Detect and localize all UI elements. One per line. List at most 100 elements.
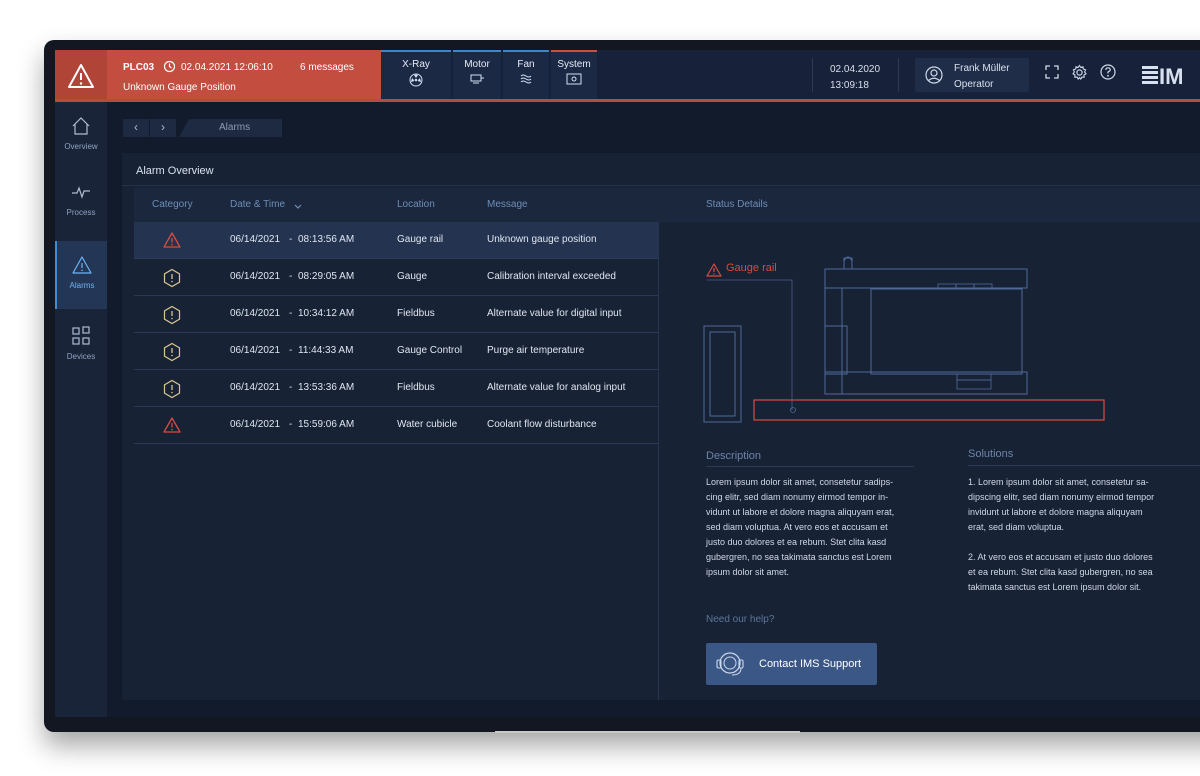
- tab-xray-label: X-Ray: [402, 59, 430, 70]
- contact-support-button[interactable]: Contact IMS Support: [706, 643, 877, 685]
- panel-divider: [658, 222, 659, 700]
- banner-timestamp: 02.04.2021 12:06:10: [181, 62, 273, 73]
- column-header-datetime[interactable]: Date & Time: [230, 199, 286, 210]
- tab-fan[interactable]: Fan: [503, 50, 549, 102]
- fullscreen-icon[interactable]: [1045, 65, 1059, 79]
- alarm-overview-panel: Alarm Overview Category Date & Time Loca…: [122, 153, 1200, 700]
- sidebar-item-label: Alarms: [69, 281, 95, 290]
- row-sep: -: [289, 382, 293, 393]
- banner-warning-box: [55, 50, 107, 102]
- column-header-message[interactable]: Message: [487, 199, 528, 210]
- tab-fan-label: Fan: [517, 59, 535, 70]
- row-message: Calibration interval exceeded: [487, 271, 616, 282]
- row-date: 06/14/2021: [230, 382, 281, 393]
- panel-title: Alarm Overview: [136, 165, 214, 177]
- table-row[interactable]: 06/14/2021 - 11:44:33 AM Gauge Control P…: [134, 333, 658, 370]
- sidebar-item-alarms[interactable]: Alarms: [55, 241, 107, 309]
- row-time: 10:34:12 AM: [298, 308, 355, 319]
- table-row[interactable]: 06/14/2021 - 08:13:56 AM Gauge rail Unkn…: [134, 222, 658, 259]
- warning-hexagon-icon: [163, 268, 181, 288]
- divider: [706, 466, 914, 467]
- system-screen-icon: [551, 73, 597, 89]
- banner-plc-id: PLC03: [123, 62, 155, 73]
- row-sep: -: [289, 271, 293, 282]
- fan-waves-icon: [503, 73, 549, 88]
- table-row[interactable]: 06/14/2021 - 08:29:05 AM Gauge Calibrati…: [134, 259, 658, 296]
- sidebar-item-overview[interactable]: Overview: [55, 102, 107, 168]
- row-time: 08:29:05 AM: [298, 271, 355, 282]
- header-accent-line: [55, 99, 1200, 102]
- pulse-icon: [72, 186, 90, 199]
- sidebar-item-label: Process: [66, 208, 96, 217]
- tab-system-label: System: [557, 59, 591, 70]
- gear-icon[interactable]: [1071, 64, 1088, 81]
- row-location: Gauge rail: [397, 234, 444, 245]
- highlight-location-label: Gauge rail: [726, 262, 777, 274]
- column-header-location[interactable]: Location: [397, 199, 435, 210]
- description-line: vidunt ut labore et dolore magna aliquya…: [706, 507, 895, 517]
- status-details-header: Status Details: [706, 199, 768, 210]
- sort-chevron-down-icon[interactable]: [294, 204, 302, 210]
- row-date: 06/14/2021: [230, 271, 281, 282]
- description-text: Lorem ipsum dolor sit amet, consetetur s…: [706, 475, 926, 580]
- solution-line: erat, sed diam voluptua.: [968, 522, 1065, 532]
- tab-xray[interactable]: X-Ray: [381, 50, 451, 102]
- column-header-category[interactable]: Category: [152, 199, 193, 210]
- motor-icon: [453, 73, 501, 88]
- back-button[interactable]: ‹: [123, 119, 149, 137]
- headset-icon: [716, 652, 744, 676]
- tab-system[interactable]: System: [551, 50, 597, 102]
- forward-button[interactable]: ›: [150, 119, 176, 137]
- help-prompt: Need our help?: [706, 614, 775, 625]
- row-message: Alternate value for digital input: [487, 308, 622, 319]
- row-time: 08:13:56 AM: [298, 234, 355, 245]
- tab-motor[interactable]: Motor: [453, 50, 501, 102]
- alarm-triangle-icon: [706, 263, 722, 277]
- divider: [968, 465, 1200, 466]
- warning-icon: [72, 256, 92, 274]
- row-date: 06/14/2021: [230, 345, 281, 356]
- warning-hexagon-icon: [163, 342, 181, 362]
- sidebar: Overview Process Alarms Devices: [55, 102, 107, 717]
- solutions-text: 1. Lorem ipsum dolor sit amet, consetetu…: [968, 475, 1198, 595]
- description-line: ipsum dolor sit amet.: [706, 567, 790, 577]
- row-sep: -: [289, 345, 293, 356]
- row-message: Unknown gauge position: [487, 234, 597, 245]
- row-date: 06/14/2021: [230, 419, 281, 430]
- sidebar-item-label: Overview: [64, 142, 98, 151]
- header-divider: [898, 58, 899, 92]
- table-row[interactable]: 06/14/2021 - 13:53:36 AM Fieldbus Altern…: [134, 370, 658, 407]
- row-message: Coolant flow disturbance: [487, 419, 597, 430]
- sidebar-item-process[interactable]: Process: [55, 168, 107, 234]
- machine-schematic: [703, 256, 1105, 423]
- solution-line: takimata sanctus est Lorem ipsum dolor s…: [968, 582, 1142, 592]
- table-row[interactable]: 06/14/2021 - 15:59:06 AM Water cubicle C…: [134, 407, 658, 444]
- tab-motor-label: Motor: [464, 59, 490, 70]
- warning-icon: [68, 64, 94, 88]
- row-date: 06/14/2021: [230, 234, 281, 245]
- row-date: 06/14/2021: [230, 308, 281, 319]
- monitor-stand-line: [495, 731, 800, 733]
- solution-line: invidunt ut labore et dolore magna aliqu…: [968, 507, 1143, 517]
- header-divider: [812, 58, 813, 92]
- row-sep: -: [289, 308, 293, 319]
- banner-message-count: 6 messages: [300, 62, 354, 73]
- divider: [122, 185, 1200, 186]
- table-row[interactable]: 06/14/2021 - 10:34:12 AM Fieldbus Altern…: [134, 296, 658, 333]
- breadcrumb-current[interactable]: Alarms: [179, 119, 282, 137]
- active-alarm-banner[interactable]: PLC03 02.04.2021 12:06:10 6 messages Unk…: [55, 50, 415, 102]
- help-icon[interactable]: [1100, 64, 1116, 80]
- user-profile[interactable]: Frank Müller Operator: [915, 58, 1029, 92]
- banner-description: Unknown Gauge Position: [123, 82, 236, 93]
- row-time: 13:53:36 AM: [298, 382, 355, 393]
- row-time: 15:59:06 AM: [298, 419, 355, 430]
- header-date: 02.04.2020: [830, 64, 881, 75]
- sidebar-item-devices[interactable]: Devices: [55, 312, 107, 378]
- row-location: Fieldbus: [397, 382, 435, 393]
- hmi-screen: PLC03 02.04.2021 12:06:10 6 messages Unk…: [55, 50, 1200, 717]
- user-name: Frank Müller: [954, 63, 1010, 74]
- sidebar-item-label: Devices: [66, 352, 96, 361]
- history-icon: [163, 60, 176, 73]
- contact-support-label: Contact IMS Support: [759, 658, 862, 670]
- row-sep: -: [289, 234, 293, 245]
